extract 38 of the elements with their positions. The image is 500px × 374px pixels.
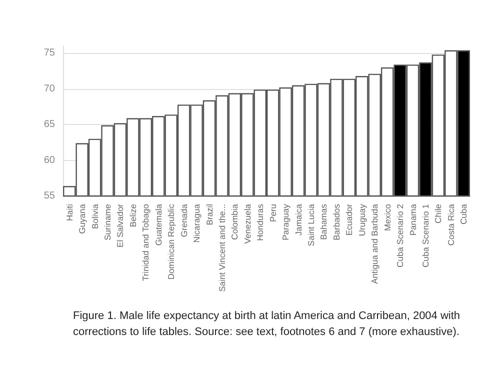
x-tick-label: Saint Lucia — [306, 204, 316, 246]
x-tick-label: Mexico — [382, 204, 392, 231]
x-tick-label: Peru — [268, 204, 278, 222]
x-tick-label: Suriname — [102, 204, 113, 240]
y-tick-label: 75 — [44, 48, 56, 59]
x-tick-label: Uruguay — [356, 203, 367, 236]
x-tick-label: Paraguay — [280, 203, 291, 240]
y-tick-label: 55 — [44, 190, 56, 202]
x-tick-label: Guatemala — [153, 204, 164, 246]
x-tick-label: Cuba Scenario 1 — [420, 204, 430, 268]
x-tick-label: Ecuador — [344, 204, 354, 236]
y-tick-label: 60 — [44, 154, 56, 166]
x-tick-label: Antigua and Barbuda — [370, 204, 380, 284]
x-tick-label: Cuba Scenario 2 — [395, 204, 406, 268]
x-tick-label: Barbados — [331, 204, 342, 240]
x-tick-label: Trinidad and Tobago — [140, 204, 151, 282]
x-tick-label: Bolivia — [90, 204, 100, 230]
x-tick-label: Jamaica — [293, 204, 304, 236]
y-tick-label: 65 — [44, 119, 56, 130]
x-tick-label: Honduras — [255, 204, 266, 241]
x-tick-label: Colombia — [230, 204, 240, 240]
x-tick-label: Venezuela — [242, 204, 252, 244]
x-tick-label: Brazil — [204, 204, 214, 226]
x-tick-label: Guyana — [77, 204, 88, 234]
x-tick-label: Cuba — [458, 204, 469, 224]
x-tick-label: Saint Vincent and the... — [216, 204, 227, 292]
x-tick-label: Panama — [408, 204, 418, 236]
x-tick-label: Nicaragua — [192, 204, 202, 243]
x-tick-label: Chile — [433, 204, 444, 224]
x-tick-label: Bahamas — [318, 204, 329, 240]
x-tick-label: El Salvador — [115, 204, 126, 248]
x-tick-label: Haiti — [64, 204, 74, 222]
y-tick-label: 70 — [44, 83, 56, 94]
x-tick-label: Dominican Republic — [166, 203, 176, 280]
x-tick-label: Costa Rica — [446, 204, 456, 246]
x-tick-label: Belize — [128, 204, 138, 228]
x-tick-label: Grenada — [178, 204, 189, 238]
caption: Figure 1. Male life expectancy at birth at latin America and Carribean, 2004 with corrections to life tables. Source: see text, footnotes 6 and 7 (more exhaustive). — [73, 310, 464, 338]
